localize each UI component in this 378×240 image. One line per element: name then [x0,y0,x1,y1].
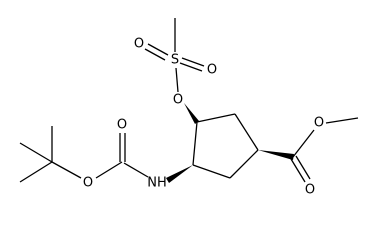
bonds [19,18,359,183]
wedge-bond [166,165,193,183]
bond [19,161,53,183]
bond [292,129,315,158]
bond [325,117,359,124]
atom-label: O [173,93,183,108]
bond [51,161,82,179]
atom-label: O [117,118,127,133]
bond [95,161,123,179]
bond [234,113,259,151]
bond [295,155,311,180]
bond [196,113,236,123]
bond [181,57,205,67]
bond [19,142,53,163]
wedge-bond [258,150,294,160]
atom-label: O [83,176,93,191]
atom-label: NH [147,176,167,191]
atom-label: O [207,63,217,78]
bond [175,67,179,93]
atom-label: O [134,37,144,52]
bond [229,149,259,179]
atom-labels: S O O O O O NH O O [83,37,324,198]
bond [144,48,166,61]
bond [192,121,198,166]
bond [290,158,306,183]
atom-label: O [305,183,315,198]
molecule-diagram: S O O O O O NH O O [19,18,359,198]
bond [179,62,203,72]
bond [192,164,231,179]
bond [123,162,149,178]
bond [147,43,169,56]
atom-label: S [171,53,179,68]
atom-label: O [314,116,324,131]
wedge-bond [184,103,199,124]
